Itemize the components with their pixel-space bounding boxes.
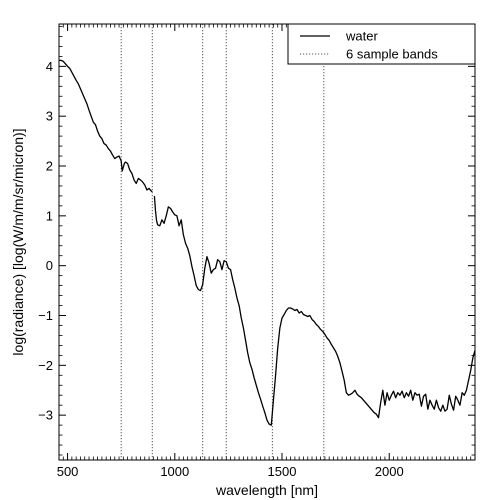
x-tick-label: 500 — [57, 464, 79, 479]
legend-box — [287, 23, 476, 65]
x-axis-label: wavelength [nm] — [215, 482, 318, 498]
legend-label-sample-bands: 6 sample bands — [346, 47, 438, 62]
y-tick-label: 4 — [46, 59, 53, 74]
y-tick-label: −2 — [38, 358, 53, 373]
y-tick-label: 3 — [46, 109, 53, 124]
y-axis-label: log(radiance) [log(W/m/m/sr/micron)] — [10, 128, 26, 355]
y-tick-label: −1 — [38, 308, 53, 323]
y-tick-label: −3 — [38, 408, 53, 423]
series-line-water-segment-2 — [153, 195, 476, 426]
sample-bands-layer — [120, 24, 325, 460]
x-tick-label: 2000 — [375, 464, 404, 479]
x-tick-label: 1000 — [160, 464, 189, 479]
series-line-water-segment-1 — [59, 59, 153, 193]
y-tick-label: 1 — [46, 208, 53, 223]
x-tick-label: 1500 — [268, 464, 297, 479]
y-tick-label: 0 — [46, 258, 53, 273]
y-tick-label: 2 — [46, 159, 53, 174]
legend-label-water: water — [345, 29, 378, 44]
legend: water 6 sample bands — [287, 23, 476, 65]
plot-frame — [58, 23, 476, 461]
series-lines-layer — [59, 59, 476, 426]
